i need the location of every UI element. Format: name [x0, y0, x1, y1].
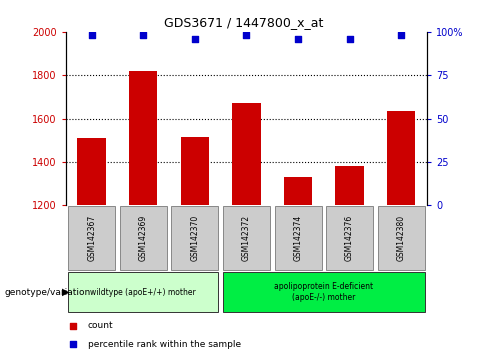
- Point: [69, 323, 77, 329]
- Text: GSM142376: GSM142376: [345, 215, 354, 261]
- Bar: [78, 138, 106, 205]
- Bar: [68, 206, 115, 270]
- Point: [140, 33, 147, 38]
- Text: GSM142367: GSM142367: [87, 215, 96, 261]
- Bar: [326, 206, 373, 270]
- Bar: [223, 272, 425, 313]
- Text: wildtype (apoE+/+) mother: wildtype (apoE+/+) mother: [90, 287, 196, 297]
- Text: count: count: [87, 321, 113, 331]
- Point: [243, 33, 250, 38]
- Text: apolipoprotein E-deficient
(apoE-/-) mother: apolipoprotein E-deficient (apoE-/-) mot…: [274, 282, 373, 302]
- Bar: [223, 206, 270, 270]
- Text: GSM142372: GSM142372: [242, 215, 251, 261]
- Bar: [171, 206, 218, 270]
- Bar: [387, 111, 415, 205]
- Bar: [120, 206, 167, 270]
- Text: ▶: ▶: [62, 287, 70, 297]
- Point: [397, 33, 405, 38]
- Text: genotype/variation: genotype/variation: [5, 287, 91, 297]
- Bar: [378, 206, 425, 270]
- Point: [191, 36, 199, 42]
- Bar: [284, 177, 312, 205]
- Point: [294, 36, 302, 42]
- Text: percentile rank within the sample: percentile rank within the sample: [87, 340, 241, 349]
- Bar: [181, 137, 209, 205]
- Text: GSM142369: GSM142369: [139, 215, 148, 261]
- Text: GSM142380: GSM142380: [397, 215, 406, 261]
- Bar: [68, 272, 218, 313]
- Text: GSM142370: GSM142370: [190, 215, 200, 261]
- Bar: [129, 71, 158, 205]
- Bar: [275, 206, 322, 270]
- Text: GSM142374: GSM142374: [293, 215, 303, 261]
- Bar: [335, 166, 364, 205]
- Bar: [232, 103, 261, 205]
- Point: [346, 36, 353, 42]
- Text: GDS3671 / 1447800_x_at: GDS3671 / 1447800_x_at: [164, 16, 324, 29]
- Point: [69, 341, 77, 347]
- Point: [88, 33, 96, 38]
